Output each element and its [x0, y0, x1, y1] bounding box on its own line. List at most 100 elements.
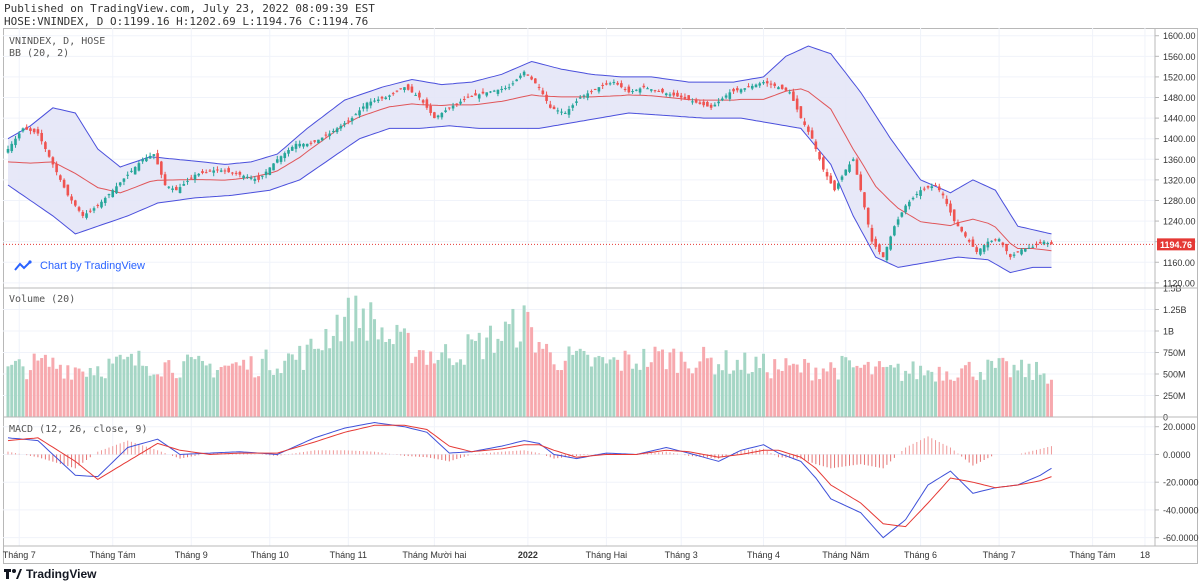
- candle-body: [74, 200, 77, 206]
- volume-bar: [952, 380, 956, 417]
- bollinger-bands: [7, 45, 1052, 274]
- candle-body: [317, 139, 320, 144]
- candle-body: [373, 100, 376, 102]
- candle-body: [201, 171, 204, 174]
- volume-bar: [10, 364, 14, 417]
- volume-bar: [758, 368, 762, 417]
- volume-bar: [227, 365, 231, 417]
- candle-body: [934, 184, 937, 186]
- candle-body: [552, 106, 556, 110]
- time-tick-label: Tháng 4: [747, 550, 780, 560]
- candle-body: [429, 105, 432, 113]
- chart-frame[interactable]: [3, 28, 1198, 564]
- volume-bar: [638, 369, 642, 417]
- candle-body: [451, 105, 455, 109]
- volume-bar: [728, 373, 732, 417]
- candle-body: [683, 96, 687, 99]
- volume-bar: [930, 371, 934, 417]
- volume-bar: [283, 360, 287, 417]
- volume-bar: [406, 332, 410, 417]
- candle-body: [709, 104, 713, 108]
- candle-body: [253, 178, 257, 181]
- volume-bar: [623, 350, 627, 417]
- volume-bar: [537, 342, 541, 417]
- candle-body: [32, 128, 36, 133]
- candle-body: [1050, 242, 1053, 245]
- candle-body: [635, 89, 638, 91]
- chart-by-tradingview-badge[interactable]: Chart by TradingView: [14, 260, 145, 272]
- volume-bar: [129, 353, 133, 417]
- footer-logo[interactable]: TradingView: [4, 566, 96, 582]
- volume-bar: [612, 357, 616, 417]
- volume-bar: [260, 358, 264, 417]
- candle-body: [773, 83, 776, 86]
- volume-bar: [702, 346, 706, 417]
- candle-body: [242, 175, 245, 179]
- volume-bar: [986, 359, 990, 417]
- volume-bar: [862, 364, 866, 417]
- volume-bar: [657, 351, 661, 417]
- candle-body: [919, 190, 922, 196]
- volume-bar: [619, 370, 623, 417]
- candle-body: [167, 186, 171, 188]
- time-tick-label: 18: [1140, 550, 1150, 560]
- volume-bar: [343, 316, 347, 417]
- volume-bar: [675, 372, 679, 417]
- candle-body: [822, 157, 825, 170]
- candle-body: [414, 94, 417, 96]
- volume-bar: [384, 341, 388, 417]
- price-tick-label: 1480.00: [1163, 93, 1196, 103]
- volume-bar: [257, 376, 261, 417]
- volume-bar: [672, 348, 676, 417]
- volume-bar: [713, 374, 717, 417]
- candle-body: [915, 194, 919, 196]
- candle-body: [825, 172, 829, 177]
- volume-bar: [855, 365, 859, 417]
- candle-body: [320, 137, 324, 141]
- candle-body: [889, 236, 892, 250]
- candle-body: [571, 105, 575, 108]
- volume-bar: [163, 362, 167, 417]
- volume-bar: [287, 353, 290, 417]
- candle-body: [814, 141, 818, 149]
- candle-body: [631, 91, 634, 93]
- volume-bar: [732, 370, 736, 417]
- candle-body: [380, 96, 384, 99]
- ohlc-line: HOSE:VNINDEX, D O:1199.16 H:1202.69 L:11…: [4, 15, 369, 28]
- candle-body: [661, 88, 664, 93]
- volume-bar: [552, 364, 556, 417]
- volume-bar: [51, 357, 55, 417]
- macd-tick-label: -40.0000: [1163, 505, 1199, 515]
- volume-bar: [616, 359, 620, 417]
- volume-bar: [597, 355, 601, 417]
- time-tick-label: 2022: [518, 550, 538, 560]
- volume-bar: [25, 379, 29, 417]
- volume-bar: [376, 339, 380, 417]
- candle-body: [350, 118, 354, 122]
- candle-body: [866, 207, 870, 225]
- candle-body: [403, 87, 406, 91]
- volume-bar: [496, 338, 500, 417]
- volume-bar: [373, 319, 377, 417]
- volume-bar: [148, 375, 152, 417]
- footer-text: TradingView: [26, 567, 97, 581]
- volume-bar: [649, 362, 653, 417]
- candle-body: [219, 170, 223, 172]
- volume-bar: [462, 364, 466, 417]
- volume-bar: [447, 358, 451, 417]
- time-tick-label: Tháng 7: [3, 550, 36, 560]
- volume-bar: [679, 351, 683, 417]
- candle-body: [178, 187, 182, 193]
- volume-bar: [387, 338, 391, 417]
- volume-bar: [709, 357, 713, 417]
- candle-body: [975, 247, 978, 252]
- volume-bar: [825, 371, 829, 417]
- candle-body: [679, 95, 683, 98]
- candle-body: [762, 82, 765, 84]
- candle-body: [747, 86, 750, 88]
- candle-body: [238, 172, 242, 175]
- candle-body: [833, 180, 836, 191]
- volume-bar: [279, 373, 283, 417]
- candle-body: [911, 197, 915, 200]
